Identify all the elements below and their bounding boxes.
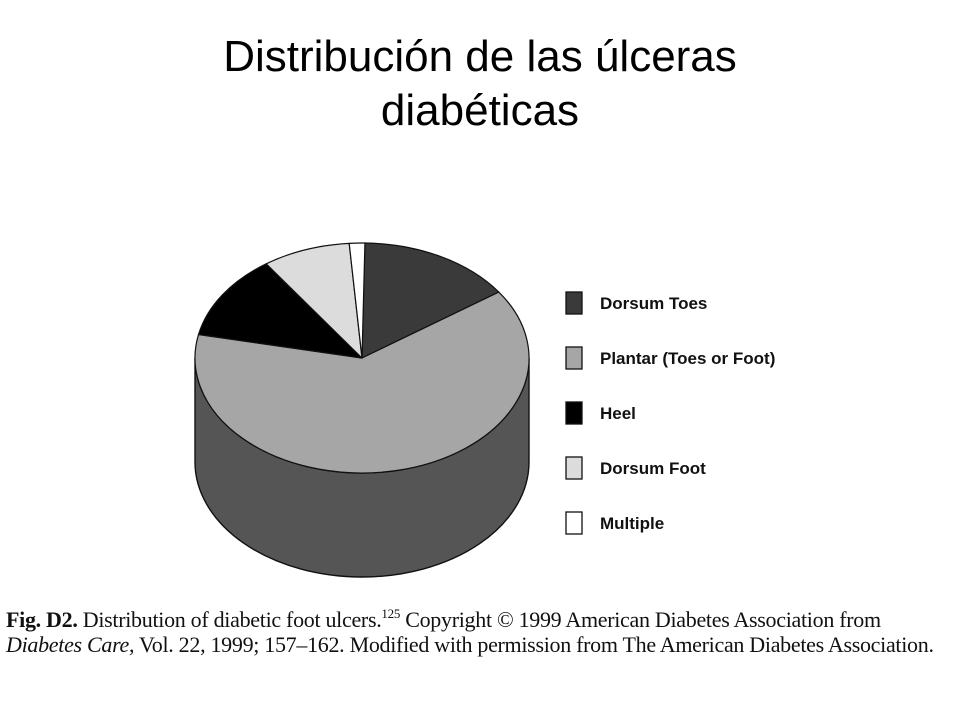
pie-slice-dorsum-toes (361, 242, 500, 359)
legend-swatch-plantar-toes-or-foot (565, 346, 583, 370)
legend-swatch-dorsum-toes (565, 291, 583, 315)
pie-slices (194, 242, 530, 474)
slide-title: Distribución de las úlceras diabéticas (0, 30, 960, 138)
slide-title-line-2: diabéticas (380, 86, 580, 135)
caption-fig-label: Fig. D2. (6, 607, 78, 632)
legend-label-heel: Heel (600, 404, 636, 423)
caption-journal: Diabetes Care (6, 632, 129, 657)
pie-slice-multiple (348, 242, 366, 359)
caption-text-1: Distribution of diabetic foot ulcers. (77, 607, 382, 632)
slide-title-line-1: Distribución de las úlceras (223, 32, 737, 81)
caption-text-3: , Vol. 22, 1999; 157–162. Modified with … (129, 632, 934, 657)
caption-reference: 125 (381, 606, 401, 621)
pie-chart: Dorsum Toes Plantar (Toes or Foot) Heel Dor… (194, 242, 775, 578)
pie-slice-heel (197, 263, 363, 359)
legend-label-dorsum-foot: Dorsum Foot (600, 459, 706, 478)
legend-label-dorsum-toes: Dorsum Toes (600, 294, 707, 313)
figure-caption: Fig. D2. Distribution of diabetic foot u… (6, 607, 956, 657)
pie-slice-plantar-toes-or-foot (194, 291, 530, 474)
chart-legend: Dorsum Toes Plantar (Toes or Foot) Heel Dor… (565, 291, 775, 535)
caption-text-2: Copyright © 1999 American Diabetes Assoc… (400, 607, 881, 632)
legend-swatch-multiple (565, 511, 583, 535)
legend-swatch-heel (565, 401, 583, 425)
legend-label-plantar-toes-or-foot: Plantar (Toes or Foot) (600, 349, 775, 368)
legend-swatch-dorsum-foot (565, 456, 583, 480)
legend-label-multiple: Multiple (600, 514, 664, 533)
pie-slice-dorsum-foot (265, 242, 363, 359)
